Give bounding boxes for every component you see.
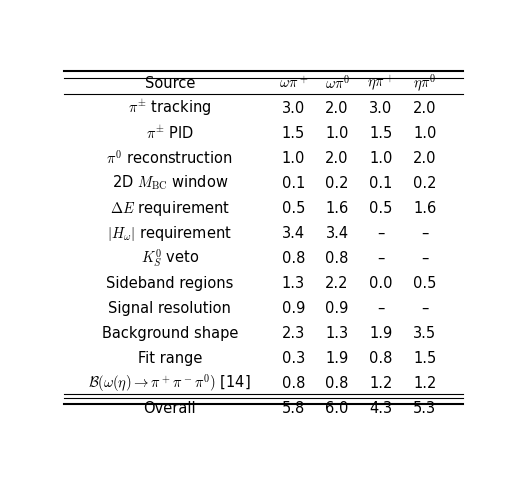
Text: 6.0: 6.0 <box>325 401 349 416</box>
Text: $\eta\pi^0$: $\eta\pi^0$ <box>413 73 436 94</box>
Text: 3.0: 3.0 <box>282 101 305 116</box>
Text: 2.0: 2.0 <box>413 151 436 165</box>
Text: –: – <box>377 226 384 241</box>
Text: Overall: Overall <box>143 401 196 416</box>
Text: 1.2: 1.2 <box>413 376 436 391</box>
Text: 2D $M_{\mathrm{BC}}$ window: 2D $M_{\mathrm{BC}}$ window <box>112 174 228 193</box>
Text: 1.5: 1.5 <box>370 125 393 141</box>
Text: 1.6: 1.6 <box>413 201 436 216</box>
Text: Source: Source <box>144 76 195 91</box>
Text: 1.6: 1.6 <box>325 201 348 216</box>
Text: 1.0: 1.0 <box>325 125 349 141</box>
Text: Sideband regions: Sideband regions <box>106 276 233 291</box>
Text: 0.8: 0.8 <box>325 251 349 266</box>
Text: 3.4: 3.4 <box>282 226 305 241</box>
Text: 3.0: 3.0 <box>370 101 393 116</box>
Text: 1.5: 1.5 <box>282 125 305 141</box>
Text: –: – <box>421 226 429 241</box>
Text: 1.2: 1.2 <box>369 376 393 391</box>
Text: $\Delta E$ requirement: $\Delta E$ requirement <box>110 199 230 218</box>
Text: $\omega\pi^0$: $\omega\pi^0$ <box>324 74 350 92</box>
Text: $\mathcal{B}(\omega(\eta)\rightarrow\pi^+\pi^-\pi^0)$ [14]: $\mathcal{B}(\omega(\eta)\rightarrow\pi^… <box>88 372 251 394</box>
Text: $\pi^0$ reconstruction: $\pi^0$ reconstruction <box>106 149 233 167</box>
Text: 1.9: 1.9 <box>370 326 393 341</box>
Text: $K_S^0$ veto: $K_S^0$ veto <box>141 247 199 269</box>
Text: $\pi^{\pm}$ tracking: $\pi^{\pm}$ tracking <box>128 98 211 119</box>
Text: 1.3: 1.3 <box>325 326 348 341</box>
Text: 2.2: 2.2 <box>325 276 349 291</box>
Text: 1.0: 1.0 <box>413 125 436 141</box>
Text: –: – <box>421 301 429 316</box>
Text: 0.9: 0.9 <box>282 301 305 316</box>
Text: 2.3: 2.3 <box>282 326 305 341</box>
Text: 0.5: 0.5 <box>413 276 436 291</box>
Text: 1.0: 1.0 <box>369 151 393 165</box>
Text: 0.1: 0.1 <box>282 176 305 191</box>
Text: 2.0: 2.0 <box>325 101 349 116</box>
Text: 2.0: 2.0 <box>325 151 349 165</box>
Text: 3.4: 3.4 <box>325 226 348 241</box>
Text: 0.8: 0.8 <box>325 376 349 391</box>
Text: 3.5: 3.5 <box>413 326 436 341</box>
Text: 2.0: 2.0 <box>413 101 436 116</box>
Text: 0.1: 0.1 <box>369 176 393 191</box>
Text: 0.9: 0.9 <box>325 301 349 316</box>
Text: –: – <box>377 301 384 316</box>
Text: $\pi^{\pm}$ PID: $\pi^{\pm}$ PID <box>145 124 194 142</box>
Text: 0.8: 0.8 <box>282 376 305 391</box>
Text: Fit range: Fit range <box>138 351 202 366</box>
Text: $|H_{\omega}|$ requirement: $|H_{\omega}|$ requirement <box>107 224 232 243</box>
Text: 1.5: 1.5 <box>413 351 436 366</box>
Text: 4.3: 4.3 <box>370 401 393 416</box>
Text: 0.0: 0.0 <box>369 276 393 291</box>
Text: 1.0: 1.0 <box>282 151 305 165</box>
Text: Signal resolution: Signal resolution <box>108 301 231 316</box>
Text: 5.8: 5.8 <box>282 401 305 416</box>
Text: 1.3: 1.3 <box>282 276 305 291</box>
Text: 0.2: 0.2 <box>325 176 349 191</box>
Text: 5.3: 5.3 <box>413 401 436 416</box>
Text: 0.8: 0.8 <box>282 251 305 266</box>
Text: –: – <box>377 251 384 266</box>
Text: 0.5: 0.5 <box>369 201 393 216</box>
Text: 0.8: 0.8 <box>369 351 393 366</box>
Text: 0.5: 0.5 <box>282 201 305 216</box>
Text: –: – <box>421 251 429 266</box>
Text: 0.2: 0.2 <box>413 176 436 191</box>
Text: $\omega\pi^+$: $\omega\pi^+$ <box>279 75 308 91</box>
Text: $\eta\pi^+$: $\eta\pi^+$ <box>367 74 395 93</box>
Text: Background shape: Background shape <box>102 326 238 341</box>
Text: 1.9: 1.9 <box>325 351 348 366</box>
Text: 0.3: 0.3 <box>282 351 305 366</box>
